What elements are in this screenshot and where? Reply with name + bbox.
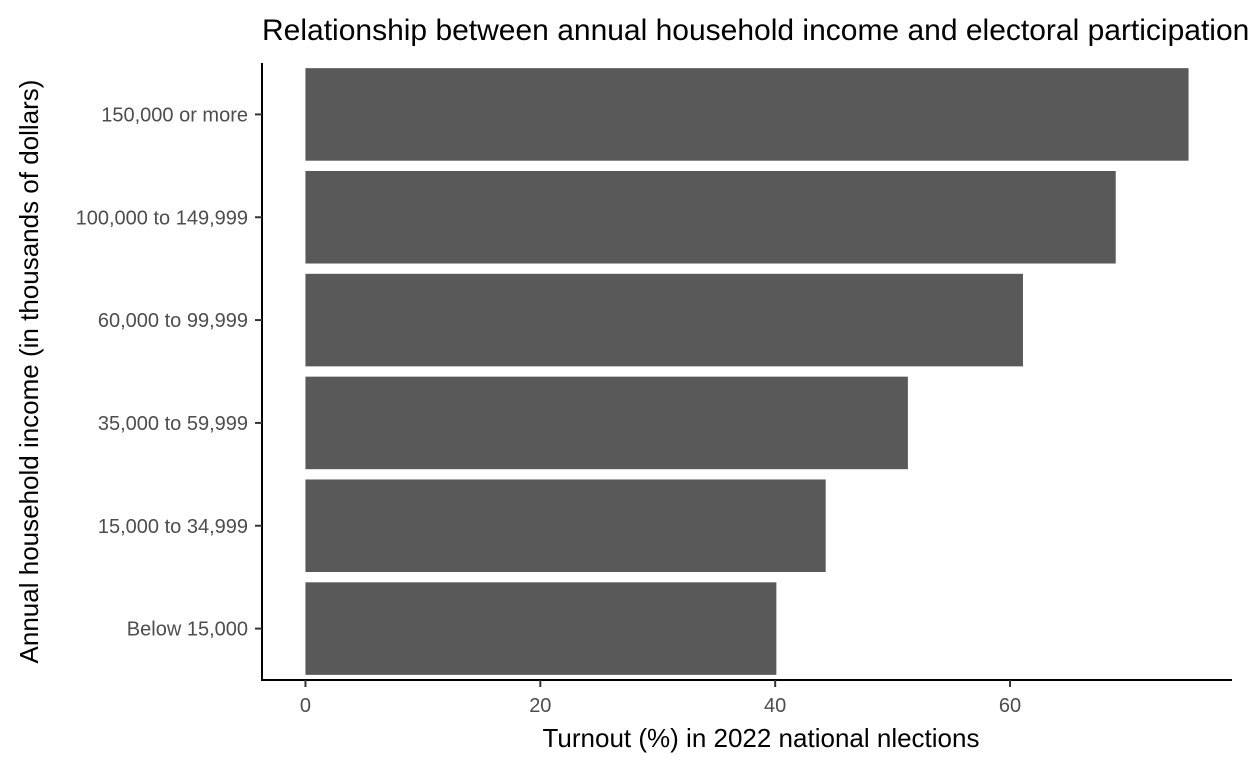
bar — [305, 582, 777, 675]
bars-group — [305, 68, 1189, 675]
bar — [305, 376, 908, 470]
y-tick-label: 100,000 to 149,999 — [76, 207, 248, 229]
bar — [305, 479, 826, 573]
x-tick-label: 60 — [999, 695, 1021, 717]
y-tick-label: 35,000 to 59,999 — [98, 413, 248, 435]
y-axis-ticks: Below 15,000 15,000 to 34,999 35,000 to 59… — [76, 104, 262, 641]
bar — [305, 273, 1023, 367]
x-axis-ticks: 0 20 40 60 — [300, 680, 1021, 717]
x-axis-title: Turnout (%) in 2022 national nlections — [543, 723, 980, 753]
chart-title: Relationship between annual household in… — [262, 14, 1248, 47]
y-axis-title: Annual household income (in thousands of… — [14, 80, 44, 664]
y-tick-label: 15,000 to 34,999 — [98, 516, 248, 538]
bar — [305, 68, 1189, 161]
x-tick-label: 40 — [764, 695, 786, 717]
bar — [305, 170, 1116, 264]
y-tick-label: 150,000 or more — [101, 104, 248, 126]
x-tick-label: 20 — [529, 695, 551, 717]
y-tick-label: 60,000 to 99,999 — [98, 310, 248, 332]
y-tick-label: Below 15,000 — [127, 619, 248, 641]
x-tick-label: 0 — [300, 695, 311, 717]
